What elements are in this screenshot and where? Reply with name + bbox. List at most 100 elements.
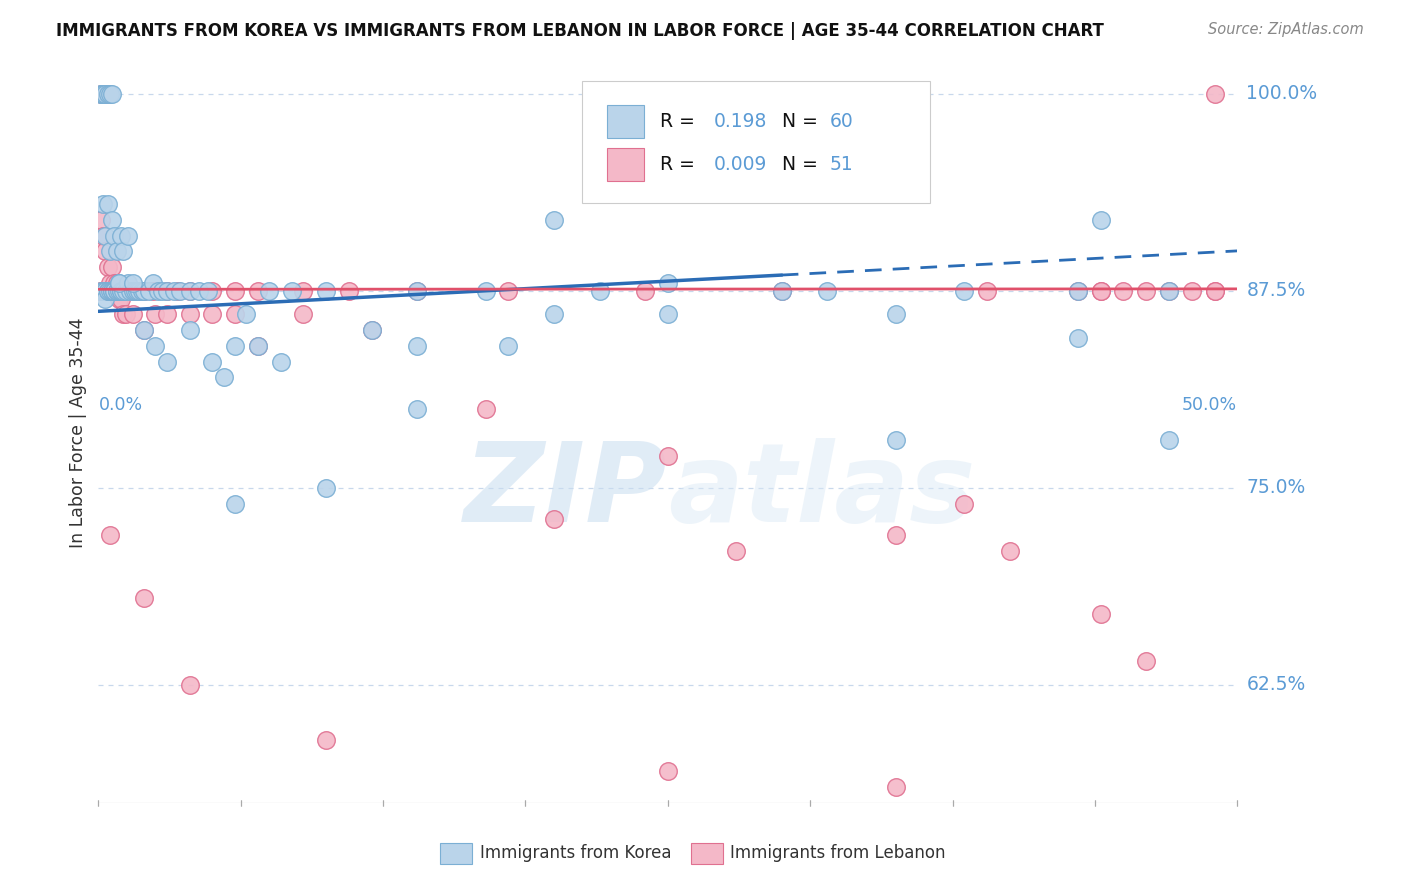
Point (197, 284, 219, 298)
Point (91, 228, 114, 243)
Point (90, 213, 112, 227)
Point (270, 355, 292, 369)
Point (101, 284, 124, 298)
Point (976, 284, 998, 298)
Point (474, 402, 496, 417)
Point (96, 87, 118, 101)
Text: 60: 60 (830, 112, 853, 131)
Point (1157, 284, 1180, 298)
Point (315, 732, 337, 747)
Point (1067, 284, 1090, 298)
Point (110, 292, 132, 306)
Point (315, 284, 337, 298)
Text: 87.5%: 87.5% (1246, 281, 1306, 301)
Bar (607, 147, 644, 181)
Bar (607, 104, 644, 138)
Point (112, 244, 135, 259)
Point (187, 284, 209, 298)
Point (953, 284, 976, 298)
Point (337, 284, 360, 298)
Point (108, 276, 131, 290)
Point (108, 284, 131, 298)
Point (235, 308, 257, 322)
Point (498, 284, 520, 298)
Point (360, 323, 382, 337)
Point (259, 284, 281, 298)
Point (292, 308, 315, 322)
Point (246, 339, 269, 353)
Point (292, 284, 315, 298)
Point (657, 276, 679, 290)
Point (110, 228, 132, 243)
Point (105, 244, 128, 259)
Text: Source: ZipAtlas.com: Source: ZipAtlas.com (1208, 22, 1364, 37)
Point (156, 355, 179, 369)
Point (90, 284, 112, 298)
Point (101, 284, 124, 298)
Point (90, 87, 112, 101)
Point (91, 87, 114, 101)
Text: atlas: atlas (668, 438, 976, 545)
Text: 51: 51 (830, 155, 853, 174)
Point (815, 284, 838, 298)
Point (1067, 284, 1090, 298)
Point (121, 284, 143, 298)
Point (98, 528, 121, 542)
Point (169, 284, 191, 298)
Point (91, 197, 114, 211)
Point (91, 87, 114, 101)
Bar (440, 843, 472, 863)
Point (105, 284, 128, 298)
Point (96, 284, 118, 298)
Point (246, 284, 269, 298)
Point (120, 284, 142, 298)
Point (1067, 331, 1090, 345)
Point (156, 284, 179, 298)
Text: Immigrants from Korea: Immigrants from Korea (479, 844, 672, 863)
Point (132, 284, 155, 298)
Point (770, 284, 793, 298)
Point (179, 284, 201, 298)
Text: ZIP: ZIP (464, 438, 668, 545)
Point (98, 244, 121, 259)
Point (657, 764, 679, 779)
Point (91, 87, 114, 101)
Point (1135, 284, 1157, 298)
Point (1090, 213, 1112, 227)
Point (105, 284, 128, 298)
Point (162, 284, 184, 298)
Point (145, 308, 167, 322)
Point (90, 284, 112, 298)
Point (1157, 434, 1180, 448)
Point (132, 284, 155, 298)
Point (224, 308, 246, 322)
Point (110, 284, 132, 298)
Point (498, 339, 520, 353)
Point (543, 308, 565, 322)
Point (110, 284, 132, 298)
Point (474, 284, 496, 298)
Point (101, 213, 124, 227)
Point (634, 284, 657, 298)
Point (212, 370, 235, 384)
Point (94, 228, 117, 243)
Point (124, 284, 146, 298)
Point (108, 284, 131, 298)
Point (112, 284, 135, 298)
Point (167, 284, 190, 298)
Point (98, 284, 121, 298)
Point (101, 260, 124, 275)
Point (179, 284, 201, 298)
Point (246, 339, 269, 353)
Point (127, 284, 149, 298)
Point (91, 284, 114, 298)
Point (90, 284, 112, 298)
Point (112, 308, 135, 322)
Text: N =: N = (782, 155, 818, 174)
Text: 100.0%: 100.0% (1246, 85, 1317, 103)
Text: R =: R = (659, 155, 695, 174)
Point (179, 323, 201, 337)
Point (101, 284, 124, 298)
Text: 0.198: 0.198 (713, 112, 766, 131)
Point (156, 308, 179, 322)
